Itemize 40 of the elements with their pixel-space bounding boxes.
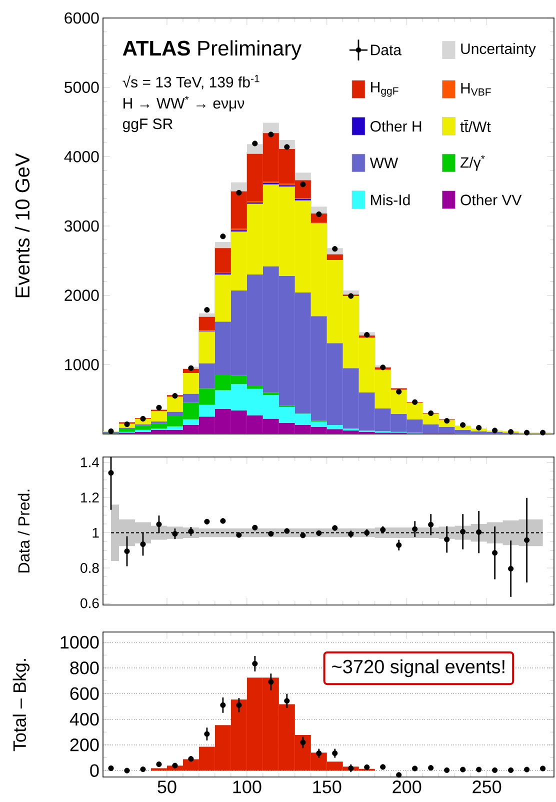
y-tick-label: 600 [70, 687, 99, 700]
y-tick-label: 6000 [64, 12, 99, 24]
legend-label: Z/γ$^{*}$ [460, 155, 485, 171]
legend-label: H$_{ggF}$ [371, 82, 398, 97]
y-tick-label: 0.8 [80, 563, 99, 573]
x-tick-label: 50 [158, 780, 176, 794]
y-tick-label: 4000 [64, 151, 99, 162]
y-tick-label: 2000 [64, 290, 99, 301]
legend-label: WW [370, 158, 398, 168]
y-axis-title: Total – Bkg. [12, 659, 30, 752]
annotation: ggF SR [122, 118, 172, 132]
x-tick-label: 200 [392, 780, 422, 794]
text: ATLAS Preliminary [122, 40, 302, 60]
legend-label: Other VV [460, 194, 522, 206]
x-tick-label: 250 [472, 780, 502, 794]
legend-label: Mis-Id [371, 194, 410, 206]
y-tick-label: 1000 [60, 636, 99, 649]
y-tick-label: 0.6 [80, 598, 99, 608]
legend-label: H$_{VBF}$ [461, 83, 491, 96]
y-tick-label: 3000 [64, 220, 99, 232]
legend-label: Data [371, 44, 402, 56]
x-tick-label: 150 [313, 780, 342, 794]
y-tick-label: 5000 [64, 82, 99, 93]
y-tick-label: 1.2 [81, 492, 99, 502]
annotation: √s = 13 TeV, 139 fb$^{-1}$ [122, 74, 260, 90]
y-tick-label: 1000 [65, 359, 99, 370]
legend-label: Other H [370, 120, 422, 132]
legend-label: Uncertainty [461, 43, 536, 58]
legend-label: tt̄/Wt [460, 120, 491, 132]
y-tick-label: 200 [70, 738, 99, 752]
y-tick-label: 800 [70, 662, 99, 674]
y-tick-label: 1 [92, 528, 99, 538]
y-tick-label: 0 [90, 764, 99, 777]
y-axis-title: Events / 10 GeV [14, 153, 30, 298]
y-axis-title: Data / Pred. [18, 490, 30, 572]
y-tick-label: 400 [70, 712, 99, 726]
x-tick-label: 100 [233, 780, 262, 794]
y-tick-label: 1.4 [81, 457, 100, 468]
annotation: ~3720 signal events! [332, 659, 504, 678]
annotation: H → WW$^{*}$ → eνμν [124, 96, 244, 112]
